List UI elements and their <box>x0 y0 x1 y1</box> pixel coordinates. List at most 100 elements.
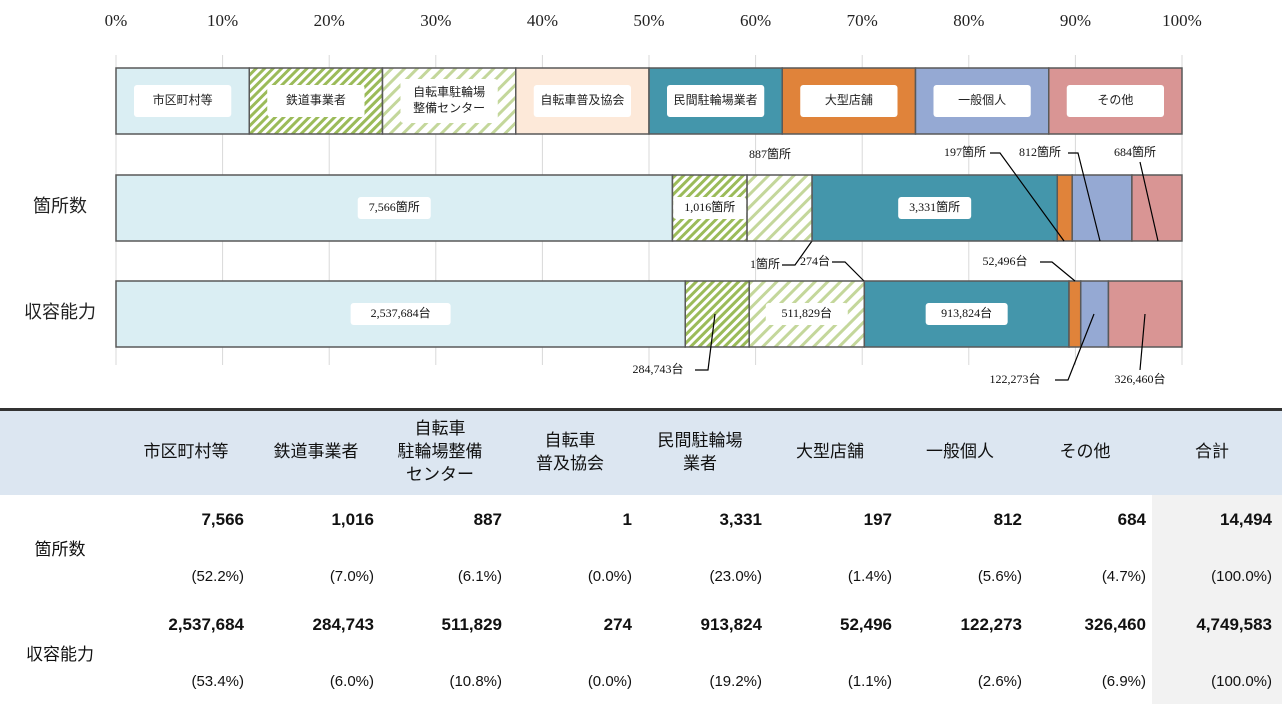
cell-value: 274 <box>603 615 632 634</box>
cell-value: 887 <box>473 510 502 529</box>
cell-value: 326,460 <box>1084 615 1146 634</box>
leader-line <box>832 261 865 282</box>
column-header: 大型店舗 <box>796 442 864 462</box>
legend-label-box <box>134 85 232 117</box>
cell-share: (19.2%) <box>709 673 762 690</box>
legend-label: 大型店舗 <box>825 93 873 107</box>
x-tick-label: 90% <box>1060 11 1091 30</box>
leader-line <box>1040 261 1076 282</box>
bar-segment <box>1071 174 1133 242</box>
data-label-box <box>673 197 747 219</box>
column-header: 市区町村等 <box>143 442 229 462</box>
cell-share: (23.0%) <box>709 568 762 585</box>
cell-share: (0.0%) <box>587 673 632 690</box>
data-label: 52,496台 <box>982 253 1027 268</box>
leader-line <box>782 240 813 266</box>
cell-value: 3,331 <box>719 510 762 529</box>
x-tick-label: 60% <box>740 11 771 30</box>
cell-share: (5.6%) <box>977 568 1022 585</box>
legend-label: 自転車普及協会 <box>540 92 624 107</box>
cell-value: 2,537,684 <box>168 615 244 634</box>
cell-share: (1.1%) <box>847 673 892 690</box>
cell-value: 122,273 <box>960 615 1022 634</box>
cell-value: 913,824 <box>700 615 762 634</box>
cell-share: (7.0%) <box>329 568 374 585</box>
data-label: 122,273台 <box>989 371 1040 386</box>
cell-share: (10.8%) <box>449 673 502 690</box>
cell-value: 684 <box>1117 510 1146 529</box>
cell-value: 1 <box>622 510 632 529</box>
legend-label-box <box>1066 85 1164 117</box>
x-tick-label: 80% <box>953 11 984 30</box>
legend-label: 自転車駐輪場整備センター <box>413 84 485 115</box>
x-tick-label: 30% <box>420 11 451 30</box>
x-tick-label: 10% <box>207 11 238 30</box>
data-label: 511,829台 <box>781 305 832 320</box>
data-label-box <box>925 303 1008 325</box>
data-label-box <box>350 303 451 325</box>
data-label: 284,743台 <box>632 361 683 376</box>
bar-segment <box>1068 280 1082 348</box>
cell-value: 511,829 <box>441 615 502 634</box>
leader-line <box>1139 161 1159 242</box>
chart: 0% 10% 20% 30% 40% 50% 60% 70% 80% 90% 100% 市区町村等 鉄道… <box>24 11 1202 386</box>
legend-label: 民間駐輪場業者 <box>674 92 758 107</box>
cell-value: 1,016 <box>331 510 374 529</box>
cell-share: (4.7%) <box>1101 568 1146 585</box>
leader-line <box>695 313 716 371</box>
category-label: 箇所数 <box>33 196 87 216</box>
cell-value: 197 <box>863 510 892 529</box>
data-label: 326,460台 <box>1114 371 1165 386</box>
legend-label-box <box>267 85 365 117</box>
data-label-box <box>765 303 848 325</box>
data-label: 7,566箇所 <box>369 200 420 214</box>
data-label: 3,331箇所 <box>909 200 960 214</box>
legend-label-box <box>933 85 1031 117</box>
leader-line <box>1068 152 1101 242</box>
leader-line <box>990 152 1065 242</box>
x-tick-label: 0% <box>105 11 128 30</box>
leader-line <box>1139 313 1146 371</box>
x-tick-label: 50% <box>633 11 664 30</box>
column-header: 合計 <box>1195 442 1229 462</box>
cell-share: (52.2%) <box>191 568 244 585</box>
cell-share: (0.0%) <box>587 568 632 585</box>
data-label: 1,016箇所 <box>684 200 735 214</box>
data-label-box <box>898 197 972 219</box>
cell-value: 812 <box>993 510 1022 529</box>
category-label: 収容能力 <box>24 302 96 322</box>
total-column-bg <box>1152 495 1282 704</box>
row-header: 収容能力 <box>26 645 94 665</box>
cell-share: (6.1%) <box>457 568 502 585</box>
data-label: 812箇所 <box>1019 145 1061 159</box>
bar-segment <box>1131 174 1183 242</box>
cell-share: (2.6%) <box>977 673 1022 690</box>
cell-share: (1.4%) <box>847 568 892 585</box>
row-header: 箇所数 <box>34 540 86 560</box>
data-label: 197箇所 <box>944 145 986 159</box>
cell-share: (53.4%) <box>191 673 244 690</box>
cell-share: (100.0%) <box>1211 568 1272 585</box>
legend-label: 市区町村等 <box>153 92 213 107</box>
column-header: その他 <box>1059 442 1111 462</box>
cell-share: (6.0%) <box>329 673 374 690</box>
legend-label-box <box>400 79 498 123</box>
legend-label: 鉄道事業者 <box>286 92 346 107</box>
cell-value: 284,743 <box>312 615 374 634</box>
bar-segment <box>746 174 813 242</box>
bar-segment <box>684 280 750 348</box>
column-header: 鉄道事業者 <box>273 442 359 462</box>
column-header: 民間駐輪場 業者 <box>657 430 743 474</box>
data-label: 684箇所 <box>1114 145 1156 159</box>
x-tick-label: 20% <box>314 11 345 30</box>
cell-value: 4,749,583 <box>1196 615 1272 634</box>
column-header: 一般個人 <box>926 442 994 462</box>
column-header: 自転車 普及協会 <box>536 430 604 474</box>
data-label: 1箇所 <box>750 257 780 271</box>
legend-label: 一般個人 <box>958 92 1006 107</box>
data-label: 2,537,684台 <box>371 305 431 320</box>
x-tick-label: 40% <box>527 11 558 30</box>
data-label: 887箇所 <box>749 147 791 161</box>
cell-share: (6.9%) <box>1101 673 1146 690</box>
